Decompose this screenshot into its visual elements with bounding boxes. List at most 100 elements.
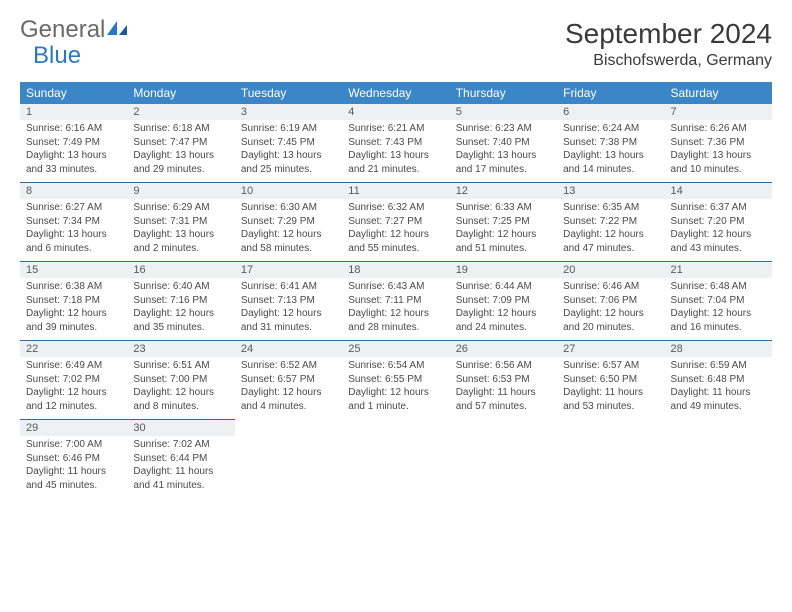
daylight-text: Daylight: 12 hours and 31 minutes. <box>241 307 336 334</box>
sunrise-text: Sunrise: 6:37 AM <box>671 201 766 215</box>
content-row: Sunrise: 6:16 AMSunset: 7:49 PMDaylight:… <box>20 120 772 183</box>
sunset-text: Sunset: 6:44 PM <box>133 452 228 466</box>
sunrise-text: Sunrise: 6:27 AM <box>26 201 121 215</box>
empty-cell <box>450 420 557 437</box>
dow-wednesday: Wednesday <box>342 82 449 104</box>
content-row: Sunrise: 7:00 AMSunset: 6:46 PMDaylight:… <box>20 436 772 498</box>
day-number: 11 <box>342 183 449 200</box>
sunset-text: Sunset: 7:27 PM <box>348 215 443 229</box>
sunset-text: Sunset: 7:00 PM <box>133 373 228 387</box>
daylight-text: Daylight: 12 hours and 35 minutes. <box>133 307 228 334</box>
day-cell: Sunrise: 6:59 AMSunset: 6:48 PMDaylight:… <box>665 357 772 420</box>
sunrise-text: Sunrise: 6:40 AM <box>133 280 228 294</box>
empty-cell <box>235 420 342 437</box>
dow-saturday: Saturday <box>665 82 772 104</box>
day-cell: Sunrise: 7:02 AMSunset: 6:44 PMDaylight:… <box>127 436 234 498</box>
day-cell: Sunrise: 6:37 AMSunset: 7:20 PMDaylight:… <box>665 199 772 262</box>
day-cell: Sunrise: 6:24 AMSunset: 7:38 PMDaylight:… <box>557 120 664 183</box>
daylight-text: Daylight: 13 hours and 2 minutes. <box>133 228 228 255</box>
logo-sail-icon <box>107 18 129 42</box>
sunset-text: Sunset: 6:48 PM <box>671 373 766 387</box>
day-number: 26 <box>450 341 557 358</box>
empty-cell <box>557 436 664 498</box>
daylight-text: Daylight: 13 hours and 29 minutes. <box>133 149 228 176</box>
daylight-text: Daylight: 12 hours and 16 minutes. <box>671 307 766 334</box>
day-number: 13 <box>557 183 664 200</box>
daylight-text: Daylight: 13 hours and 33 minutes. <box>26 149 121 176</box>
dow-thursday: Thursday <box>450 82 557 104</box>
dow-tuesday: Tuesday <box>235 82 342 104</box>
sunset-text: Sunset: 7:38 PM <box>563 136 658 150</box>
sunset-text: Sunset: 7:47 PM <box>133 136 228 150</box>
daylight-text: Daylight: 11 hours and 41 minutes. <box>133 465 228 492</box>
day-cell: Sunrise: 6:29 AMSunset: 7:31 PMDaylight:… <box>127 199 234 262</box>
day-cell: Sunrise: 6:23 AMSunset: 7:40 PMDaylight:… <box>450 120 557 183</box>
sunset-text: Sunset: 7:34 PM <box>26 215 121 229</box>
day-cell: Sunrise: 6:18 AMSunset: 7:47 PMDaylight:… <box>127 120 234 183</box>
dow-sunday: Sunday <box>20 82 127 104</box>
daynum-row: 1234567 <box>20 104 772 120</box>
sunset-text: Sunset: 7:13 PM <box>241 294 336 308</box>
sunrise-text: Sunrise: 6:32 AM <box>348 201 443 215</box>
day-number: 27 <box>557 341 664 358</box>
location-text: Bischofswerda, Germany <box>565 52 772 70</box>
daylight-text: Daylight: 13 hours and 6 minutes. <box>26 228 121 255</box>
day-number: 19 <box>450 262 557 279</box>
day-number: 12 <box>450 183 557 200</box>
day-number: 25 <box>342 341 449 358</box>
sunrise-text: Sunrise: 6:59 AM <box>671 359 766 373</box>
sunset-text: Sunset: 6:46 PM <box>26 452 121 466</box>
daylight-text: Daylight: 13 hours and 21 minutes. <box>348 149 443 176</box>
day-number: 17 <box>235 262 342 279</box>
day-number: 5 <box>450 104 557 120</box>
sunrise-text: Sunrise: 6:16 AM <box>26 122 121 136</box>
day-cell: Sunrise: 6:26 AMSunset: 7:36 PMDaylight:… <box>665 120 772 183</box>
sunset-text: Sunset: 7:43 PM <box>348 136 443 150</box>
daylight-text: Daylight: 12 hours and 47 minutes. <box>563 228 658 255</box>
sunset-text: Sunset: 7:40 PM <box>456 136 551 150</box>
daylight-text: Daylight: 12 hours and 24 minutes. <box>456 307 551 334</box>
day-cell: Sunrise: 6:48 AMSunset: 7:04 PMDaylight:… <box>665 278 772 341</box>
day-number: 4 <box>342 104 449 120</box>
day-cell: Sunrise: 7:00 AMSunset: 6:46 PMDaylight:… <box>20 436 127 498</box>
month-title: September 2024 <box>565 18 772 50</box>
sunrise-text: Sunrise: 6:54 AM <box>348 359 443 373</box>
daylight-text: Daylight: 11 hours and 57 minutes. <box>456 386 551 413</box>
day-number: 30 <box>127 420 234 437</box>
sunrise-text: Sunrise: 7:02 AM <box>133 438 228 452</box>
content-row: Sunrise: 6:38 AMSunset: 7:18 PMDaylight:… <box>20 278 772 341</box>
brand-part2: Blue <box>33 42 81 70</box>
sunrise-text: Sunrise: 6:46 AM <box>563 280 658 294</box>
day-cell: Sunrise: 6:35 AMSunset: 7:22 PMDaylight:… <box>557 199 664 262</box>
sunset-text: Sunset: 7:36 PM <box>671 136 766 150</box>
day-cell: Sunrise: 6:43 AMSunset: 7:11 PMDaylight:… <box>342 278 449 341</box>
sunrise-text: Sunrise: 7:00 AM <box>26 438 121 452</box>
sunset-text: Sunset: 7:02 PM <box>26 373 121 387</box>
daylight-text: Daylight: 11 hours and 45 minutes. <box>26 465 121 492</box>
day-cell: Sunrise: 6:21 AMSunset: 7:43 PMDaylight:… <box>342 120 449 183</box>
sunrise-text: Sunrise: 6:19 AM <box>241 122 336 136</box>
sunrise-text: Sunrise: 6:48 AM <box>671 280 766 294</box>
day-cell: Sunrise: 6:30 AMSunset: 7:29 PMDaylight:… <box>235 199 342 262</box>
content-row: Sunrise: 6:27 AMSunset: 7:34 PMDaylight:… <box>20 199 772 262</box>
day-cell: Sunrise: 6:33 AMSunset: 7:25 PMDaylight:… <box>450 199 557 262</box>
dow-header-row: Sunday Monday Tuesday Wednesday Thursday… <box>20 82 772 104</box>
day-number: 21 <box>665 262 772 279</box>
sunset-text: Sunset: 7:04 PM <box>671 294 766 308</box>
sunset-text: Sunset: 7:06 PM <box>563 294 658 308</box>
daynum-row: 2930 <box>20 420 772 437</box>
empty-cell <box>342 436 449 498</box>
sunset-text: Sunset: 7:45 PM <box>241 136 336 150</box>
day-number: 10 <box>235 183 342 200</box>
day-cell: Sunrise: 6:32 AMSunset: 7:27 PMDaylight:… <box>342 199 449 262</box>
day-number: 29 <box>20 420 127 437</box>
daylight-text: Daylight: 12 hours and 55 minutes. <box>348 228 443 255</box>
sunrise-text: Sunrise: 6:35 AM <box>563 201 658 215</box>
day-number: 1 <box>20 104 127 120</box>
daylight-text: Daylight: 13 hours and 14 minutes. <box>563 149 658 176</box>
daylight-text: Daylight: 12 hours and 12 minutes. <box>26 386 121 413</box>
sunset-text: Sunset: 7:22 PM <box>563 215 658 229</box>
title-block: September 2024 Bischofswerda, Germany <box>565 18 772 70</box>
daylight-text: Daylight: 12 hours and 43 minutes. <box>671 228 766 255</box>
sunrise-text: Sunrise: 6:33 AM <box>456 201 551 215</box>
